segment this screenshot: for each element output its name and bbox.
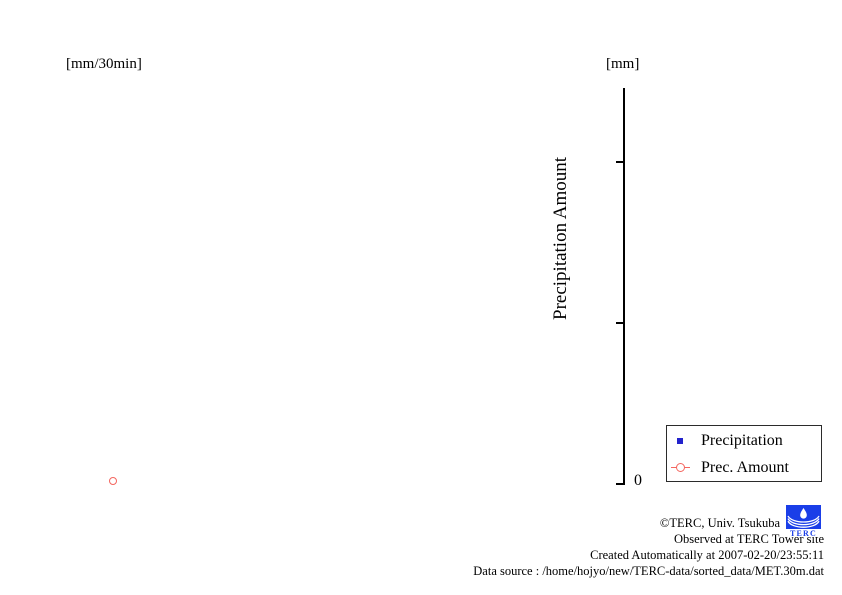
legend-label-precipitation: Precipitation bbox=[701, 432, 783, 449]
footer-created-at: Created Automatically at 2007-02-20/23:5… bbox=[590, 548, 824, 562]
right-axis-title: Precipitation Amount bbox=[550, 156, 571, 320]
legend-item-precipitation: Precipitation bbox=[667, 427, 821, 455]
legend-item-prec-amount: Prec. Amount bbox=[667, 454, 821, 482]
left-axis-unit-label: [mm/30min] bbox=[66, 56, 142, 72]
chart-legend: Precipitation Prec. Amount bbox=[666, 425, 822, 482]
right-axis-unit-label: [mm] bbox=[606, 56, 640, 72]
legend-square-marker-icon bbox=[667, 430, 701, 452]
footer-data-source: Data source : /home/hojyo/new/TERC-data/… bbox=[473, 564, 824, 578]
terc-logo: TERC bbox=[786, 505, 821, 537]
legend-label-prec-amount: Prec. Amount bbox=[701, 459, 789, 476]
right-axis-tick-zero bbox=[616, 483, 623, 485]
footer-copyright: ©TERC, Univ. Tsukuba bbox=[659, 516, 780, 530]
footer-credits: ©TERC, Univ. Tsukuba Observed at TERC To… bbox=[0, 515, 824, 579]
right-axis-tick-middle bbox=[616, 322, 623, 324]
right-axis-tick-upper bbox=[616, 161, 623, 163]
footer-observed-at: Observed at TERC Tower site bbox=[673, 532, 824, 546]
right-axis-line bbox=[623, 88, 625, 485]
svg-text:TERC: TERC bbox=[790, 529, 817, 537]
legend-circle-marker-icon bbox=[667, 457, 701, 479]
prec-amount-data-point bbox=[109, 477, 117, 485]
right-axis-zero-label: 0 bbox=[634, 472, 642, 489]
